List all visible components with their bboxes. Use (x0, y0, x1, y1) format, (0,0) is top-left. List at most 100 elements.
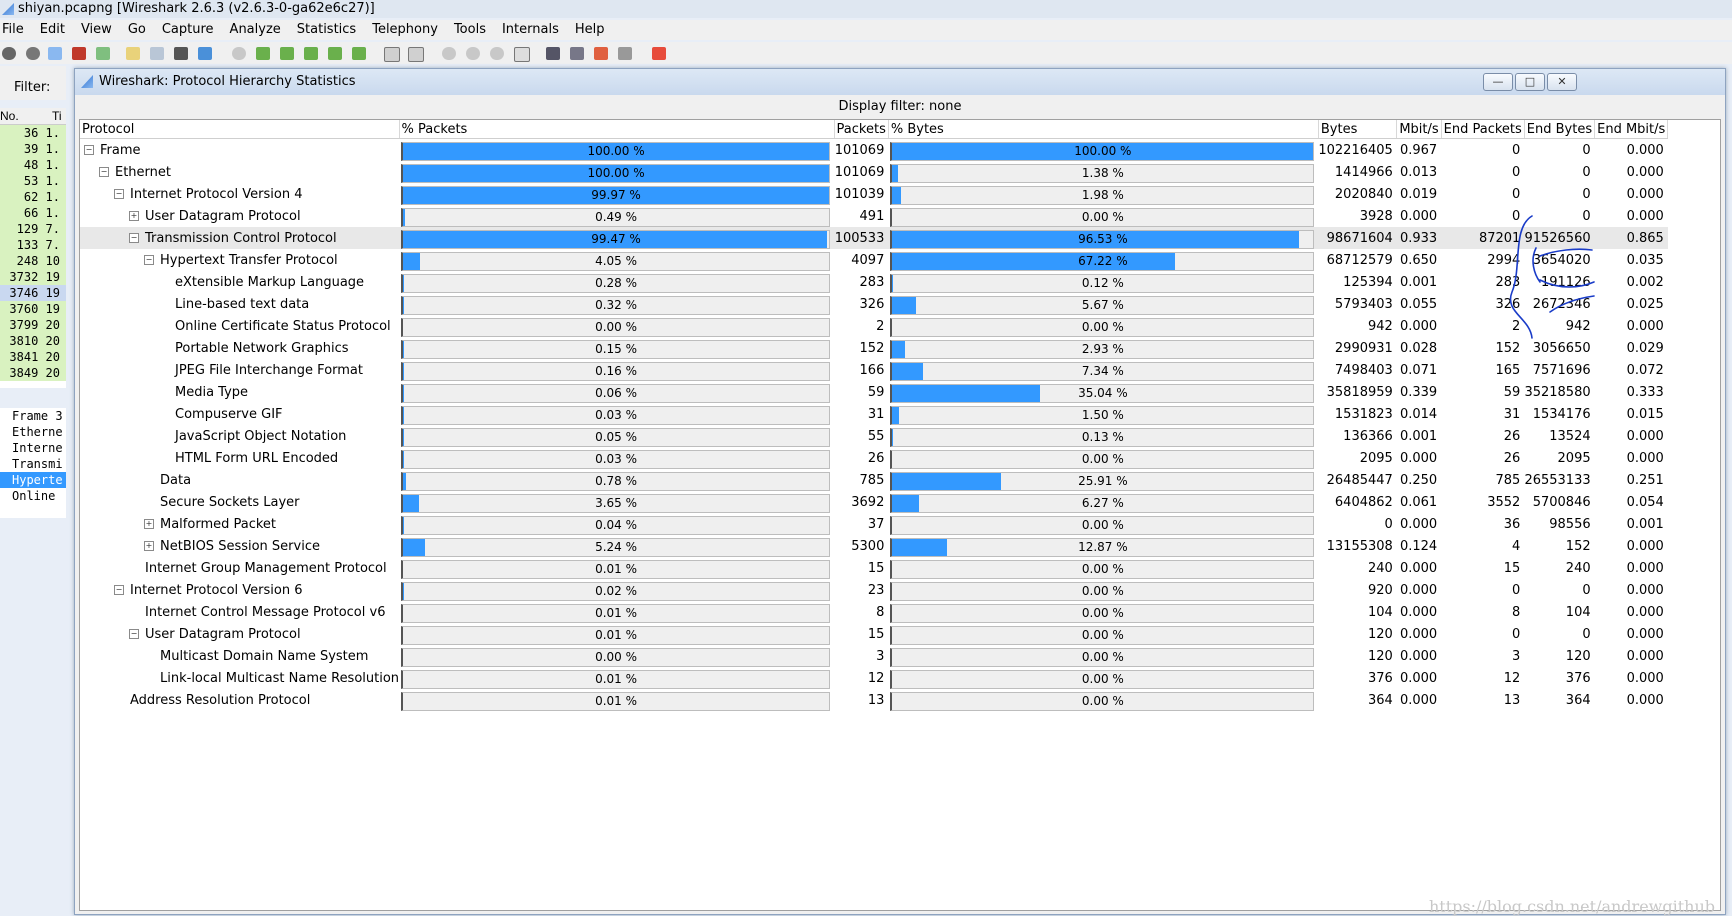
display-filters-icon[interactable] (570, 47, 584, 60)
col-packets-header[interactable]: Packets (834, 120, 888, 139)
packet-row[interactable]: 3841 20 (0, 349, 66, 365)
expand-toggle-icon[interactable]: + (144, 541, 154, 551)
packet-row[interactable]: 3760 19 (0, 301, 66, 317)
start-capture-icon[interactable] (48, 47, 62, 60)
interfaces-icon[interactable] (2, 47, 16, 60)
detail-tree-item[interactable]: Etherne (0, 424, 66, 440)
collapse-toggle-icon[interactable]: − (84, 145, 94, 155)
colorize-icon[interactable] (384, 47, 400, 62)
help-icon[interactable] (652, 47, 666, 60)
detail-tree-item[interactable]: Online (0, 488, 66, 504)
preferences-icon[interactable] (618, 47, 632, 60)
expand-toggle-icon[interactable]: + (129, 211, 139, 221)
col-end-mbit-header[interactable]: End Mbit/s (1595, 120, 1668, 139)
col-pct-packets-header[interactable]: % Packets (399, 120, 834, 139)
collapse-toggle-icon[interactable]: − (129, 233, 139, 243)
menu-item-help[interactable]: Help (573, 22, 605, 37)
collapse-toggle-icon[interactable]: − (144, 255, 154, 265)
menu-item-edit[interactable]: Edit (38, 22, 65, 37)
collapse-toggle-icon[interactable]: − (129, 629, 139, 639)
packet-row[interactable]: 36 1. (0, 125, 66, 141)
open-file-icon[interactable] (126, 47, 140, 60)
menu-item-view[interactable]: View (79, 22, 112, 37)
menu-item-file[interactable]: File (0, 22, 24, 37)
packet-row[interactable]: 129 7. (0, 221, 66, 237)
maximize-button[interactable]: □ (1515, 73, 1545, 91)
packet-list-header[interactable]: No. Ti (0, 108, 66, 125)
first-packet-icon[interactable] (328, 47, 342, 60)
col-time[interactable]: Ti (52, 109, 62, 123)
packet-row[interactable]: 66 1. (0, 205, 66, 221)
menu-item-capture[interactable]: Capture (160, 22, 214, 37)
menu-item-telephony[interactable]: Telephony (370, 22, 438, 37)
close-file-icon[interactable] (174, 47, 188, 60)
auto-scroll-icon[interactable] (408, 47, 424, 62)
capture-filters-icon[interactable] (546, 47, 560, 60)
col-pct-bytes-header[interactable]: % Bytes (888, 120, 1318, 139)
restart-capture-icon[interactable] (96, 47, 110, 60)
menu-item-analyze[interactable]: Analyze (228, 22, 281, 37)
packet-row[interactable]: 3746 19 (0, 285, 66, 301)
collapse-toggle-icon[interactable]: − (99, 167, 109, 177)
menu-item-statistics[interactable]: Statistics (295, 22, 356, 37)
zoom-in-icon[interactable] (442, 47, 456, 60)
collapse-toggle-icon[interactable]: − (114, 585, 124, 595)
packet-row[interactable]: 248 10 (0, 253, 66, 269)
packet-row[interactable]: 133 7. (0, 237, 66, 253)
menu-item-go[interactable]: Go (126, 22, 146, 37)
reload-icon[interactable] (198, 47, 212, 60)
go-back-icon[interactable] (256, 47, 270, 60)
stop-capture-icon[interactable] (72, 47, 86, 60)
menu-item-internals[interactable]: Internals (500, 22, 559, 37)
packet-row[interactable]: 53 1. (0, 173, 66, 189)
col-end-bytes-header[interactable]: End Bytes (1524, 120, 1594, 139)
expand-toggle-icon[interactable]: + (144, 519, 154, 529)
col-bytes-header[interactable]: Bytes (1318, 120, 1396, 139)
close-button[interactable]: ✕ (1547, 73, 1577, 91)
save-file-icon[interactable] (150, 47, 164, 60)
go-to-packet-icon[interactable] (304, 47, 318, 60)
detail-tree-item[interactable]: Hyperte (0, 472, 66, 488)
detail-tree-item[interactable]: Interne (0, 440, 66, 456)
find-packet-icon[interactable] (232, 47, 246, 60)
resize-columns-icon[interactable] (514, 47, 530, 62)
go-forward-icon[interactable] (280, 47, 294, 60)
detail-tree-item[interactable]: Transmi (0, 456, 66, 472)
packet-row[interactable]: 3799 20 (0, 317, 66, 333)
packet-row[interactable]: 62 1. (0, 189, 66, 205)
col-end-packets-header[interactable]: End Packets (1441, 120, 1524, 139)
packet-row[interactable]: 3810 20 (0, 333, 66, 349)
col-mbit-header[interactable]: Mbit/s (1397, 120, 1441, 139)
col-no[interactable]: No. (0, 109, 19, 123)
zoom-out-icon[interactable] (466, 47, 480, 60)
capture-options-icon[interactable] (26, 47, 40, 60)
last-packet-icon[interactable] (352, 47, 366, 60)
